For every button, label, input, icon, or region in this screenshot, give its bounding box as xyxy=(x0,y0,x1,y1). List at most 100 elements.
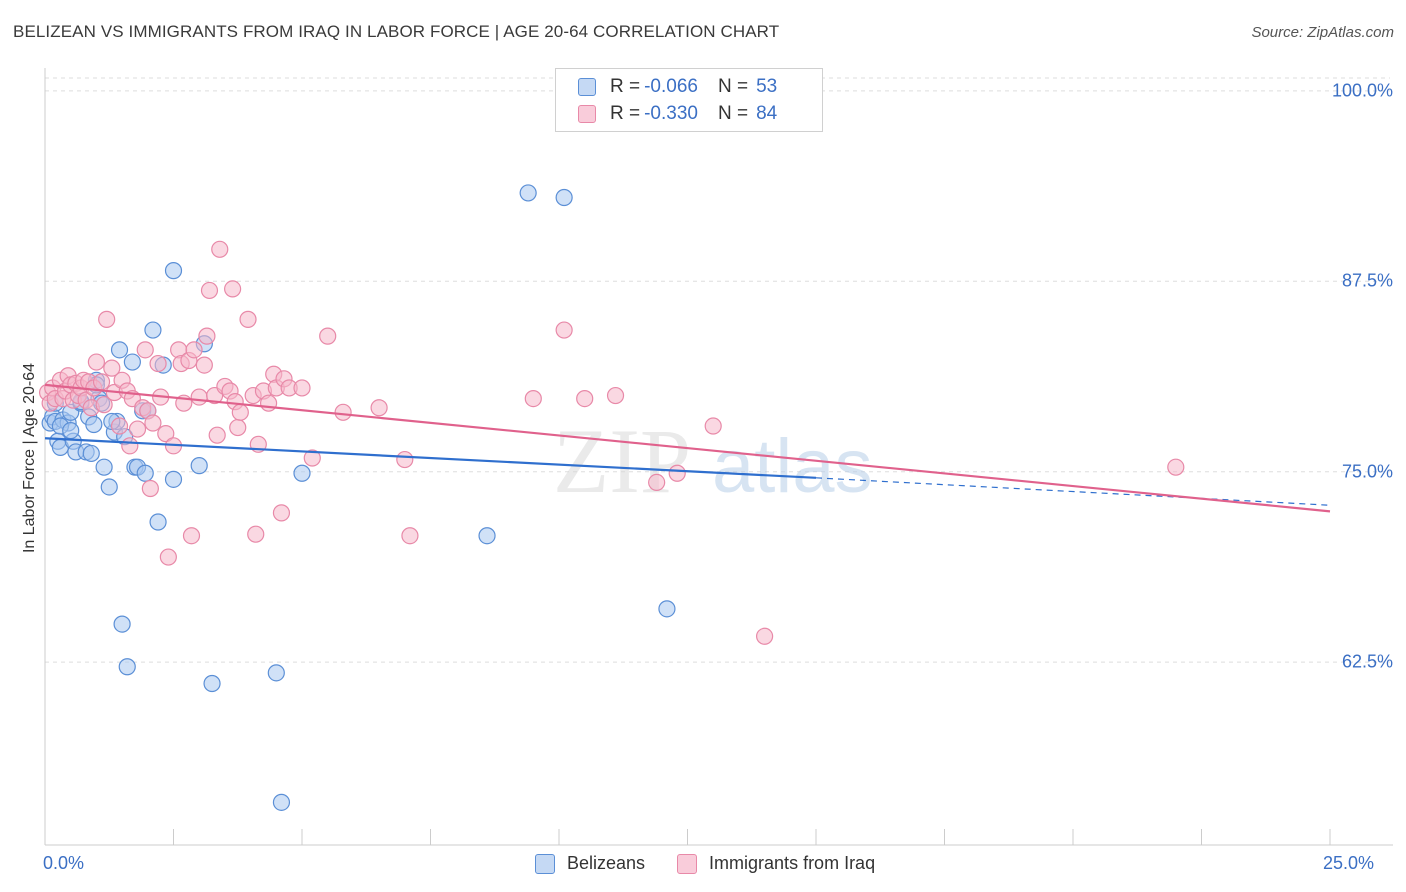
legend-n-label: N = xyxy=(717,103,749,124)
y-tick-label: 62.5% xyxy=(1341,651,1393,672)
data-point xyxy=(293,379,311,397)
y-tick-label: 87.5% xyxy=(1341,270,1393,291)
data-point xyxy=(128,420,147,438)
data-point xyxy=(648,473,666,491)
data-point xyxy=(182,527,201,545)
data-point xyxy=(164,262,183,280)
data-point xyxy=(144,321,162,339)
data-point xyxy=(149,354,167,373)
data-point xyxy=(159,548,177,566)
gridlines xyxy=(45,77,1390,663)
data-point xyxy=(141,479,159,498)
data-point xyxy=(267,664,285,682)
data-point xyxy=(103,359,121,377)
legend-n-value: 53 xyxy=(756,76,778,97)
data-point xyxy=(82,444,100,463)
trend-line-belizeans-extrapolated xyxy=(815,477,1331,506)
data-point xyxy=(144,414,162,432)
data-point xyxy=(555,188,573,207)
legend-label-iraq: Immigrants from Iraq xyxy=(709,853,876,873)
data-point xyxy=(555,321,573,339)
data-point xyxy=(100,478,118,496)
data-point xyxy=(113,615,131,633)
data-point xyxy=(110,417,129,435)
series-immigrants-from-iraq xyxy=(38,240,1185,645)
chart-title: BELIZEAN VS IMMIGRANTS FROM IRAQ IN LABO… xyxy=(13,22,780,41)
legend-r-value: -0.066 xyxy=(644,76,698,97)
data-point xyxy=(668,464,686,482)
data-point xyxy=(87,353,106,371)
legend-r-label: R = xyxy=(610,76,641,97)
data-point xyxy=(658,600,676,618)
data-point xyxy=(200,281,219,300)
legend-row-iraq: R = -0.330 N = 84 xyxy=(578,101,777,127)
data-point xyxy=(208,426,226,444)
legend-n-label: N = xyxy=(717,76,749,97)
data-point xyxy=(334,403,352,421)
data-point xyxy=(401,527,419,545)
data-point xyxy=(704,417,722,435)
data-point xyxy=(229,418,247,437)
legend-swatch-blue xyxy=(535,853,555,874)
data-point xyxy=(92,373,111,391)
data-point xyxy=(755,627,774,645)
data-point xyxy=(524,390,542,408)
data-point xyxy=(319,327,337,345)
legend-swatch-pink xyxy=(677,853,698,874)
data-point xyxy=(293,464,311,482)
data-point xyxy=(211,240,229,258)
data-point xyxy=(370,399,388,417)
legend-n-value: 84 xyxy=(756,103,778,124)
data-point xyxy=(231,403,249,421)
data-point xyxy=(195,356,213,374)
data-point xyxy=(136,341,154,359)
data-point xyxy=(121,437,139,455)
x-tick-label-min: 0.0% xyxy=(43,853,85,873)
data-point xyxy=(198,327,216,345)
data-point xyxy=(157,425,175,443)
legend-item-iraq: Immigrants from Iraq xyxy=(677,853,875,874)
data-point xyxy=(164,470,183,488)
data-point xyxy=(224,280,242,298)
data-point xyxy=(190,388,208,406)
source-credit: Source: ZipAtlas.com xyxy=(1251,24,1394,41)
data-point xyxy=(203,674,221,693)
axes xyxy=(44,68,1393,846)
legend-swatch-pink xyxy=(578,105,596,123)
data-point xyxy=(519,184,537,202)
data-point xyxy=(98,310,116,328)
y-tick-label: 75.0% xyxy=(1341,461,1393,482)
legend-item-belizeans: Belizeans xyxy=(535,853,645,874)
data-point xyxy=(478,527,496,545)
data-point xyxy=(303,449,321,467)
data-point xyxy=(85,415,103,434)
data-point xyxy=(396,450,414,469)
data-point xyxy=(239,310,257,328)
data-point xyxy=(576,390,594,408)
data-point xyxy=(272,793,291,811)
data-point xyxy=(118,658,136,676)
data-point xyxy=(190,457,208,475)
data-point xyxy=(123,353,141,371)
data-point xyxy=(1167,458,1185,476)
trend-line-belizeans xyxy=(44,437,817,479)
x-tick-label-max: 25.0% xyxy=(1323,853,1375,873)
data-point xyxy=(110,341,129,359)
watermark-atlas: atlas xyxy=(712,424,873,509)
legend-swatch-blue xyxy=(578,78,596,96)
legend-label-belizeans: Belizeans xyxy=(567,853,646,873)
series-legend: Belizeans Immigrants from Iraq xyxy=(535,853,907,874)
data-point xyxy=(136,464,154,482)
trend-lines xyxy=(44,383,1331,513)
y-tick-label: 100.0% xyxy=(1331,80,1393,101)
data-point xyxy=(272,504,291,522)
data-point xyxy=(149,513,167,531)
data-point xyxy=(95,396,113,414)
data-point xyxy=(62,422,80,440)
watermark-zip: ZIP xyxy=(553,410,691,512)
legend-r-value: -0.330 xyxy=(644,103,698,124)
data-point xyxy=(259,394,278,412)
data-point xyxy=(95,458,113,476)
legend-r-label: R = xyxy=(610,103,641,124)
